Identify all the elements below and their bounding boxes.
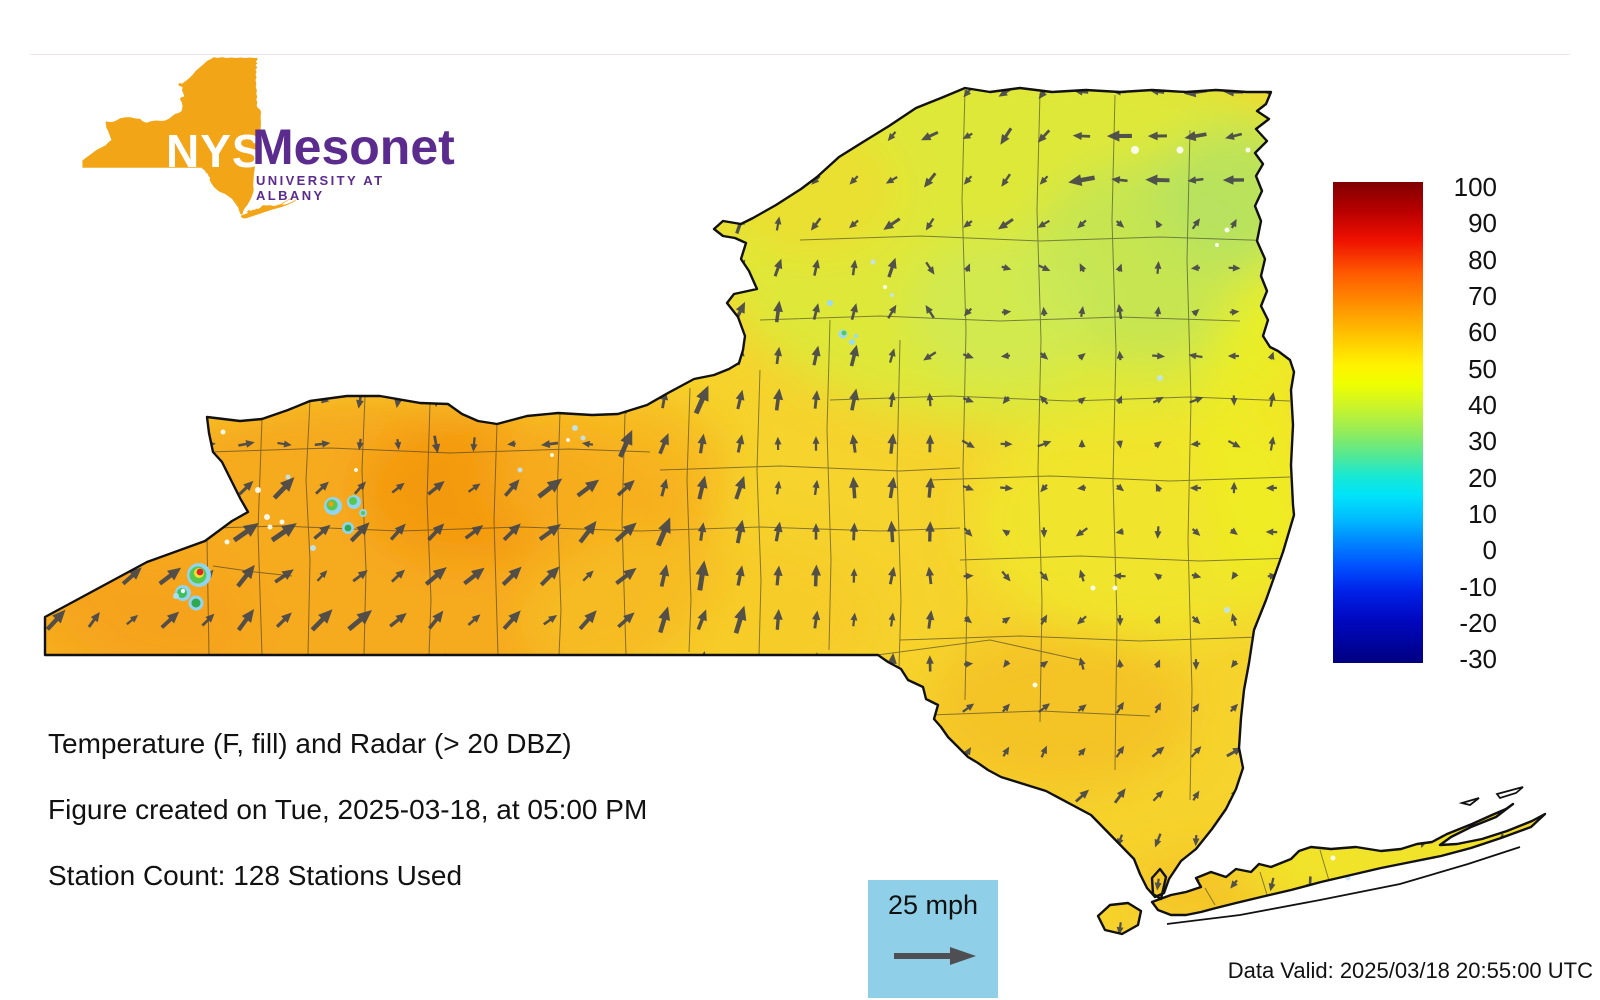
colorbar-tick: 70 [1468, 280, 1497, 311]
colorbar-tick: 50 [1468, 353, 1497, 384]
colorbar-tick: 20 [1468, 462, 1497, 493]
nys-mesonet-logo: NYS Mesonet UNIVERSITY AT ALBANY [38, 20, 455, 220]
colorbar-tick: 0 [1482, 535, 1497, 566]
temperature-colorbar [1333, 182, 1423, 663]
station-count-text: Station Count: 128 Stations Used [48, 860, 463, 891]
logo-acronym: NYS [166, 125, 264, 177]
colorbar-tick: 100 [1453, 172, 1497, 202]
wind-speed-legend: 25 mph [868, 880, 998, 998]
wind-speed-label: 25 mph [887, 890, 979, 920]
colorbar-tick: 40 [1468, 389, 1497, 420]
map-title: Temperature (F, fill) and Radar (> 20 DB… [48, 728, 572, 759]
colorbar-tick: 60 [1468, 317, 1497, 348]
wind-reference-arrow-icon [894, 947, 976, 965]
colorbar-tick: 80 [1468, 244, 1497, 275]
colorbar-tick: 90 [1468, 208, 1497, 239]
colorbar-tick: 30 [1468, 426, 1497, 457]
radar-echo-layer [173, 146, 1351, 881]
colorbar-tick: -30 [1459, 644, 1497, 675]
logo-subtitle: UNIVERSITY AT ALBANY [256, 173, 385, 203]
data-valid-timestamp: Data Valid: 2025/03/18 20:55:00 UTC [1227, 958, 1593, 983]
colorbar-tick: -10 [1459, 571, 1497, 602]
county-boundaries [149, 89, 1331, 906]
figure-created-text: Figure created on Tue, 2025-03-18, at 05… [48, 794, 648, 825]
logo-name: Mesonet [252, 119, 455, 175]
colorbar-tick: -20 [1459, 607, 1497, 638]
barrier-islands [1166, 786, 1524, 925]
figure-top-border [30, 54, 1570, 55]
colorbar-tick: 10 [1468, 498, 1497, 529]
